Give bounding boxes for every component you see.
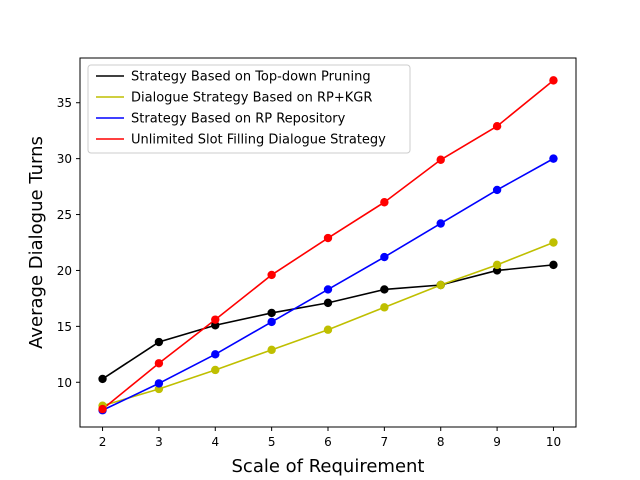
y-tick-label: 20 (57, 264, 72, 278)
data-point (154, 359, 164, 368)
data-point (211, 365, 220, 375)
y-tick-label: 10 (57, 376, 72, 390)
data-point (380, 285, 389, 294)
x-tick-label: 3 (155, 435, 163, 449)
x-tick-label: 5 (268, 435, 276, 449)
y-axis-title: Average Dialogue Turns (26, 136, 47, 349)
x-axis-title: Scale of Requirement (232, 456, 425, 477)
data-point (323, 298, 333, 308)
data-point (436, 280, 445, 290)
y-tick-label: 15 (57, 320, 72, 334)
data-point (380, 252, 389, 262)
y-tick-label: 35 (57, 96, 72, 110)
data-point (154, 337, 164, 347)
data-point (267, 270, 276, 280)
x-tick-label: 10 (546, 435, 561, 449)
data-point (267, 345, 276, 355)
data-point (549, 260, 558, 270)
legend: Strategy Based on Top-down Pruning Dialog… (87, 64, 411, 154)
x-tick-label: 9 (493, 435, 501, 449)
y-axis-ticks: 10 15 20 25 30 35 (57, 96, 80, 390)
y-tick-label: 30 (57, 152, 72, 166)
data-point (380, 303, 389, 312)
data-point (549, 154, 558, 163)
data-point (323, 285, 333, 294)
plot-markers (98, 76, 558, 415)
y-tick-label: 25 (57, 208, 72, 222)
legend-label: Strategy Based on RP Repository (131, 112, 346, 127)
data-point (154, 379, 164, 388)
data-point (436, 155, 445, 164)
x-axis-ticks: 2 3 4 5 6 7 8 9 10 (99, 427, 561, 449)
data-point (98, 404, 107, 414)
data-point (211, 315, 220, 324)
legend-label: Dialogue Strategy Based on RP+KGR (131, 91, 372, 106)
legend-label: Strategy Based on Top-down Pruning (131, 70, 371, 85)
data-point (492, 185, 502, 195)
data-point (549, 76, 558, 85)
data-point (492, 122, 502, 131)
data-point (380, 198, 389, 207)
data-point (549, 238, 558, 247)
legend-label: Unlimited Slot Filling Dialogue Strategy (131, 133, 386, 148)
x-tick-label: 2 (99, 435, 107, 449)
x-tick-label: 4 (211, 435, 219, 449)
data-point (98, 374, 107, 384)
data-point (323, 325, 333, 334)
x-tick-label: 6 (324, 435, 332, 449)
data-point (323, 233, 333, 243)
data-point (267, 308, 276, 318)
legend-box (87, 64, 411, 154)
data-point (267, 317, 276, 327)
data-point (492, 260, 502, 270)
x-tick-label: 7 (381, 435, 389, 449)
data-point (436, 219, 445, 228)
data-point (211, 350, 220, 359)
x-tick-label: 8 (437, 435, 445, 449)
